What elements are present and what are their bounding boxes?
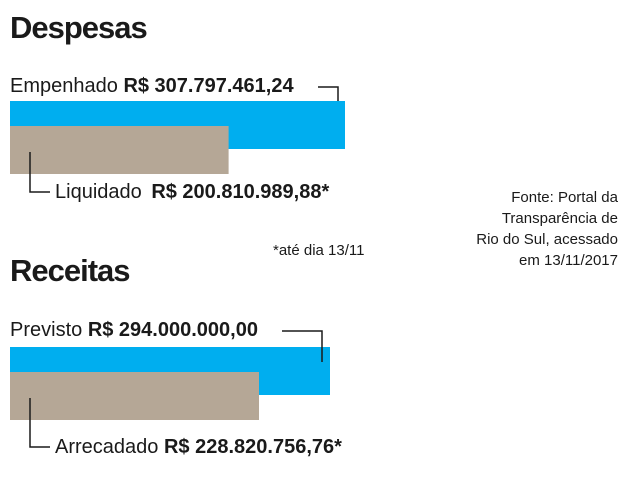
empenhado-name: Empenhado xyxy=(10,75,118,97)
empenhado-value: R$ 307.797.461,24 xyxy=(123,75,294,97)
liquidado-value: R$ 200.810.989,88 xyxy=(151,181,322,203)
liquidado-name: Liquidado xyxy=(55,181,142,203)
source-line-3: Rio do Sul, acessado xyxy=(476,231,618,248)
despesas-title: Despesas xyxy=(10,10,148,45)
liquidado-bar xyxy=(10,126,229,174)
receitas-title: Receitas xyxy=(10,253,131,288)
source-line-4: em 13/11/2017 xyxy=(519,252,618,269)
arrecadado-bar xyxy=(10,372,259,420)
empenhado-connector xyxy=(318,86,339,101)
arrecadado-value: R$ 228.820.756,76 xyxy=(163,436,335,458)
previsto-value: R$ 294.000.000,00 xyxy=(87,319,258,341)
liquidado-connector xyxy=(29,152,50,193)
previsto-connector xyxy=(282,330,323,362)
arrecadado-asterisk: * xyxy=(334,436,342,458)
previsto-name: Previsto xyxy=(10,319,83,341)
source-line-2: Transparência de xyxy=(501,210,618,227)
previsto-label: Previsto R$ 294.000.000,00 xyxy=(10,320,258,340)
arrecadado-connector xyxy=(29,398,50,448)
liquidado-asterisk: * xyxy=(321,181,330,203)
date-note: *até dia 13/11 xyxy=(273,242,365,259)
empenhado-label: Empenhado R$ 307.797.461,24 xyxy=(10,76,294,96)
source-line-1: Fonte: Portal da xyxy=(511,189,618,206)
arrecadado-label: Arrecadado R$ 228.820.756,76* xyxy=(55,437,342,457)
liquidado-label: Liquidado R$ 200.810.989,88* xyxy=(55,182,329,202)
source-note: Fonte: Portal da Transparência de Rio do… xyxy=(476,187,618,271)
arrecadado-name: Arrecadado xyxy=(55,436,159,458)
